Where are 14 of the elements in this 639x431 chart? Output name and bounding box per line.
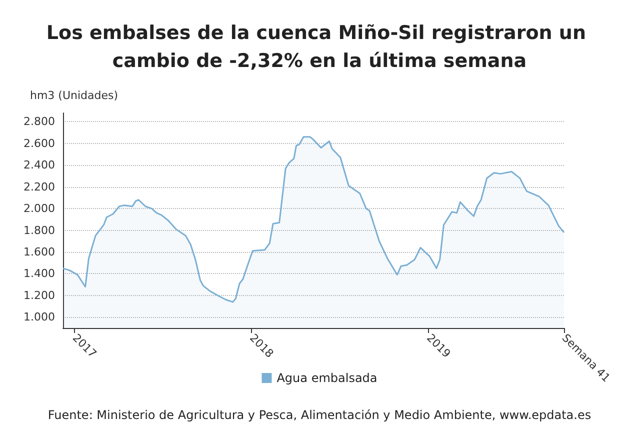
legend-label: Agua embalsada xyxy=(276,371,378,385)
y-tick-label: 1.800 xyxy=(24,224,55,237)
y-axis-title: hm3 (Unidades) xyxy=(30,89,118,102)
y-tick-label: 1.000 xyxy=(24,310,55,324)
y-tick-label: 2.000 xyxy=(24,202,55,216)
y-tick-label: 1.400 xyxy=(24,267,55,280)
y-tick-label: 2.600 xyxy=(24,136,55,150)
chart-title: Los embalses de la cuenca Miño-Sil registraron un cambio de -2,32% en la última semana xyxy=(46,22,593,72)
y-tick-label: 2.800 xyxy=(24,115,55,128)
y-tick-label: 2.400 xyxy=(24,158,55,172)
y-tick-label: 2.200 xyxy=(24,180,55,194)
source-note: Fuente: Ministerio de Agricultura y Pesca, Alimentación y Medio Ambiente, www.epdata.es xyxy=(48,408,592,422)
y-tick-label: 1.600 xyxy=(24,245,55,258)
y-tick-label: 1.200 xyxy=(24,288,55,302)
